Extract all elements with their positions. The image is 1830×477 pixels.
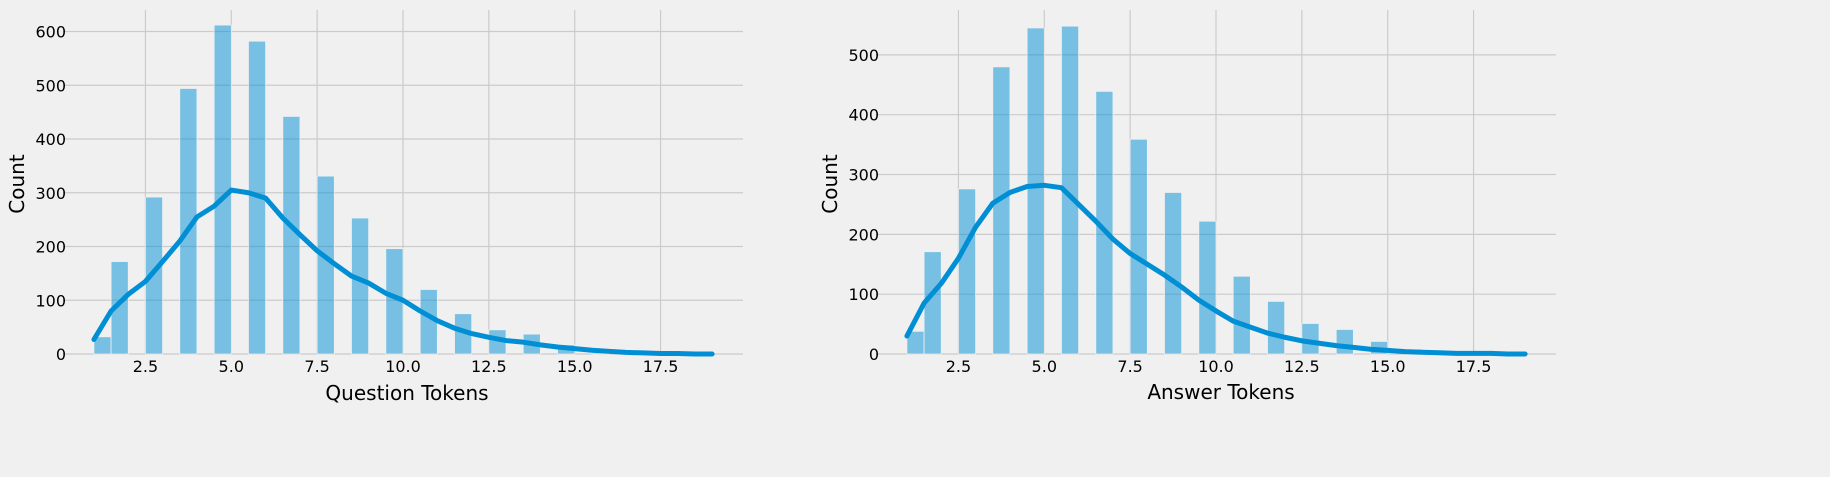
left-x-tick-label: 7.5 — [304, 357, 329, 376]
left-kde-line — [91, 187, 715, 357]
left-x-tick-label: 5.0 — [219, 357, 244, 376]
left-x-axis-label: Question Tokens — [325, 381, 488, 405]
right-hist-bar — [1164, 192, 1183, 355]
left-x-tick-label: 2.5 — [133, 357, 158, 376]
left-y-tick-label: 0 — [56, 345, 66, 364]
right-x-tick-label: 10.0 — [1198, 357, 1234, 376]
right-hist-bar — [1026, 27, 1045, 355]
right-x-tick-label: 15.0 — [1370, 357, 1406, 376]
right-x-tick-label: 17.5 — [1456, 357, 1492, 376]
right-x-tick-label: 5.0 — [1032, 357, 1057, 376]
left-x-tick-label: 15.0 — [557, 357, 593, 376]
left-hist-bar — [316, 175, 335, 355]
left-grid — [63, 10, 743, 355]
question-tokens-chart: 2.5 5.0 7.5 10.0 12.5 15.0 17.5 0 100 200 300 400 5… — [5, 10, 743, 405]
right-x-tick-label: 12.5 — [1284, 357, 1320, 376]
right-x-tick-label: 2.5 — [946, 357, 971, 376]
right-hist-bar — [1232, 275, 1251, 355]
left-y-tick-label: 200 — [35, 238, 66, 257]
left-hist-bar — [351, 217, 370, 355]
right-hist-bar — [1267, 300, 1286, 355]
left-x-ticks: 2.5 5.0 7.5 10.0 12.5 15.0 17.5 — [133, 357, 679, 376]
right-y-tick-label: 300 — [848, 166, 879, 185]
left-x-tick-label: 17.5 — [643, 357, 679, 376]
left-bars — [93, 24, 713, 355]
right-y-tick-label: 100 — [848, 285, 879, 304]
answer-tokens-chart: 2.5 5.0 7.5 10.0 12.5 15.0 17.5 0 100 200 300 400 5… — [818, 10, 1556, 404]
left-y-tick-label: 600 — [35, 23, 66, 42]
left-x-tick-label: 10.0 — [385, 357, 421, 376]
right-y-tick-label: 0 — [869, 345, 879, 364]
right-x-tick-label: 7.5 — [1117, 357, 1142, 376]
left-y-axis-label: Count — [5, 154, 29, 214]
right-hist-bar — [1335, 329, 1354, 355]
right-hist-bar — [1198, 220, 1217, 355]
right-hist-bar — [992, 66, 1011, 355]
right-hist-bar — [958, 188, 976, 355]
right-y-axis-label: Count — [818, 154, 842, 214]
left-y-tick-label: 300 — [35, 184, 66, 203]
left-y-tick-label: 500 — [35, 76, 66, 95]
left-hist-bar — [145, 196, 163, 355]
right-hist-bar — [1129, 138, 1148, 355]
left-x-tick-label: 12.5 — [471, 357, 507, 376]
right-y-tick-label: 500 — [848, 46, 879, 65]
left-y-tick-label: 100 — [35, 291, 66, 310]
right-kde-line — [904, 182, 1528, 357]
right-y-tick-label: 400 — [848, 106, 879, 125]
left-y-ticks: 0 100 200 300 400 500 600 — [35, 23, 66, 365]
right-y-tick-label: 200 — [848, 225, 879, 244]
right-y-ticks: 0 100 200 300 400 500 — [848, 46, 879, 364]
right-x-axis-label: Answer Tokens — [1147, 380, 1294, 404]
left-y-tick-label: 400 — [35, 130, 66, 149]
right-x-ticks: 2.5 5.0 7.5 10.0 12.5 15.0 17.5 — [946, 357, 1492, 376]
